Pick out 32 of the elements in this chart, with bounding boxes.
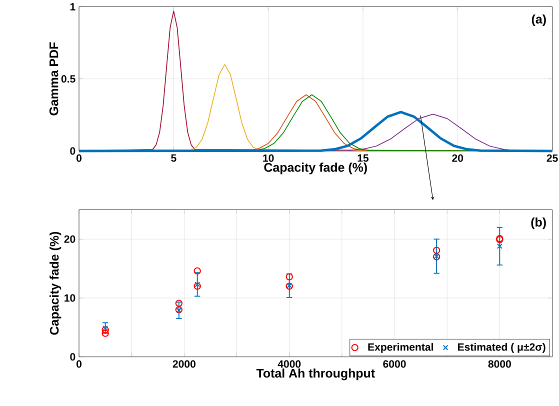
x-axis-title: Total Ah throughput — [256, 368, 375, 380]
x-tick-label: 0 — [76, 360, 82, 368]
point — [102, 325, 108, 331]
y-tick-label: 20 — [64, 235, 76, 243]
x-tick-label: 2000 — [172, 360, 196, 368]
point — [102, 326, 109, 334]
annotation: (a) — [532, 14, 546, 26]
x-tick-label: 15 — [358, 154, 369, 162]
y-axis-title: Gamma PDF — [49, 42, 58, 116]
x-tick-label: 10 — [263, 154, 274, 162]
x-axis-title: Capacity fade (%) — [264, 162, 367, 174]
x-tick-label: 25 — [546, 154, 558, 162]
x-tick-label: 20 — [452, 154, 464, 162]
x-tick-label: 5 — [171, 154, 176, 162]
legend-label: Estimated ( μ±2σ) — [458, 343, 546, 353]
x-tick-label: 6000 — [383, 360, 406, 368]
x-tick-label: 8000 — [488, 360, 511, 368]
y-tick-label: 0 — [70, 147, 76, 155]
x-tick-label: 4000 — [278, 360, 301, 368]
point — [175, 300, 183, 307]
legend-label: Experimental — [368, 343, 433, 353]
x-tick-label: 0 — [76, 154, 82, 162]
annotation: (b) — [531, 218, 546, 230]
y-tick-label: 1 — [70, 3, 76, 10]
y-tick-label: 10 — [64, 294, 76, 302]
point — [432, 246, 440, 254]
y-tick-label: 0 — [70, 353, 76, 361]
point — [496, 244, 502, 249]
point — [194, 282, 201, 290]
y-axis-title: Capacity fade (%) — [50, 232, 62, 335]
y-tick-label: 0.5 — [61, 75, 76, 83]
point — [194, 282, 200, 288]
